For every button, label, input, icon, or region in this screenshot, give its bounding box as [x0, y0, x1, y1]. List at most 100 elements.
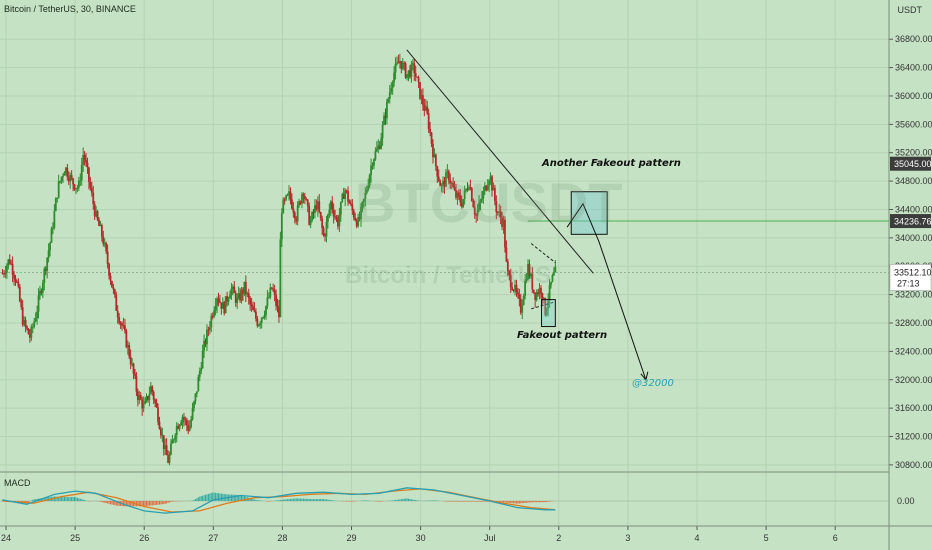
- candle-body: [437, 176, 440, 181]
- candle-body: [115, 294, 118, 311]
- candle-body: [419, 82, 421, 99]
- candle-body: [88, 167, 90, 182]
- candle-body: [388, 91, 391, 99]
- candle-body: [236, 297, 239, 303]
- candle-body: [518, 294, 521, 299]
- badge-current-bg: [889, 264, 932, 291]
- candle-body: [422, 95, 424, 105]
- candle-body: [301, 194, 303, 204]
- candle-body: [514, 284, 516, 291]
- candle-body: [59, 181, 62, 183]
- candle-body: [54, 198, 57, 211]
- candle-body: [174, 435, 177, 440]
- candle-body: [498, 211, 501, 213]
- candle-body: [195, 391, 198, 394]
- candle-body: [453, 187, 456, 191]
- candle-body: [521, 304, 524, 313]
- candle-body: [221, 302, 224, 309]
- candle-body: [553, 272, 555, 276]
- candle-body: [501, 218, 503, 227]
- candle-body: [303, 196, 306, 199]
- fakeout-label: Fakeout pattern: [517, 330, 608, 341]
- x-tick-label: 3: [625, 533, 630, 543]
- drawings: [406, 49, 649, 381]
- candle-body: [272, 288, 275, 291]
- candle-body: [79, 180, 82, 182]
- candle-body: [47, 250, 50, 258]
- candle-body: [347, 191, 349, 202]
- candle-body: [244, 281, 247, 295]
- candle-body: [159, 428, 162, 436]
- candle-body: [154, 399, 157, 403]
- candle-body: [344, 190, 347, 199]
- candle-body: [478, 202, 480, 211]
- candle-body: [398, 60, 401, 64]
- candle-body: [131, 363, 134, 365]
- candle-body: [360, 206, 362, 220]
- candle-body: [52, 227, 54, 229]
- candle-body: [112, 287, 115, 290]
- candle-body: [111, 280, 113, 288]
- symbol-title[interactable]: Bitcoin / TetherUS, 30, BINANCE: [4, 4, 136, 14]
- candle-body: [95, 211, 98, 217]
- candle-body: [257, 325, 260, 327]
- candle-body: [250, 304, 253, 307]
- candle-body: [16, 281, 18, 283]
- candle-body: [185, 419, 188, 426]
- candle-body: [37, 295, 40, 312]
- candle-body: [455, 190, 457, 198]
- candle-body: [502, 219, 505, 227]
- candle-body: [139, 394, 142, 400]
- candle-body: [132, 363, 135, 374]
- candle-body: [273, 290, 276, 295]
- y-tick-label: 36000.00: [895, 91, 932, 101]
- macd-zero-label: 0.00: [897, 496, 915, 506]
- candle-body: [178, 425, 181, 429]
- y-tick-label: 36400.00: [895, 63, 932, 73]
- y-tick-label: 35600.00: [895, 119, 932, 129]
- candle-body: [459, 195, 462, 203]
- y-tick-label: 31600.00: [895, 403, 932, 413]
- candle-body: [529, 273, 532, 277]
- candle-body: [98, 219, 100, 226]
- badge-upper-text: 35045.00: [894, 159, 932, 169]
- candle-body: [17, 281, 20, 287]
- candle-body: [424, 106, 427, 111]
- macd-label[interactable]: MACD: [4, 478, 31, 488]
- candle-body: [371, 165, 374, 167]
- candle-body: [282, 199, 285, 214]
- candle-body: [142, 403, 145, 409]
- candle-body: [384, 115, 387, 119]
- candle-body: [429, 128, 432, 133]
- candle-body: [113, 289, 116, 295]
- candle-body: [460, 202, 463, 207]
- candle-body: [436, 166, 439, 177]
- candle-body: [391, 82, 394, 89]
- another-fakeout-label: Another Fakeout pattern: [542, 158, 681, 169]
- candle-body: [4, 272, 7, 274]
- candle-body: [381, 124, 384, 139]
- candle-body: [386, 101, 388, 119]
- candle-body: [473, 207, 476, 215]
- candle-body: [18, 286, 21, 302]
- candle-body: [121, 323, 123, 326]
- candle-body: [237, 293, 240, 298]
- candle-body: [522, 296, 525, 305]
- candle-body: [488, 180, 491, 186]
- candle-body: [334, 216, 336, 218]
- candle-body: [27, 328, 30, 335]
- candle-body: [60, 176, 63, 182]
- candle-body: [445, 172, 447, 187]
- candle-body: [247, 293, 250, 299]
- candle-body: [172, 439, 175, 441]
- candle-body: [512, 289, 515, 291]
- candle-body: [128, 344, 131, 357]
- candle-body: [63, 172, 66, 176]
- x-tick-label: 25: [70, 533, 80, 543]
- candle-body: [177, 426, 180, 429]
- candle-body: [443, 180, 446, 187]
- candle-body: [167, 455, 169, 463]
- candle-body: [175, 426, 178, 436]
